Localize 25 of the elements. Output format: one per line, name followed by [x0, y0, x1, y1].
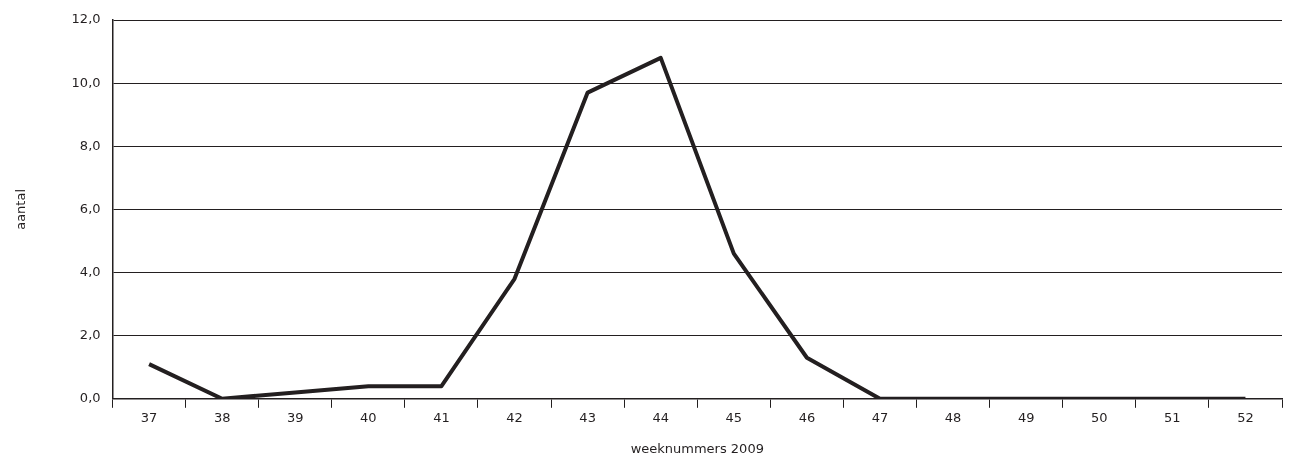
y-tick-label: 12,0	[71, 11, 101, 27]
x-tick-label: 45	[725, 409, 743, 425]
x-tick-label: 49	[1017, 409, 1035, 425]
x-axis-title: weeknummers 2009	[630, 440, 764, 456]
x-tick-label: 40	[360, 409, 377, 425]
x-tick-label: 38	[213, 409, 231, 425]
y-tick-label: 2,0	[79, 327, 101, 343]
x-tick-label: 51	[1164, 409, 1181, 425]
x-tick-label: 44	[652, 409, 669, 425]
x-tick-label: 50	[1091, 409, 1108, 425]
y-tick-label: 6,0	[79, 200, 101, 216]
x-tick-label: 46	[798, 409, 816, 425]
x-tick-label: 41	[433, 409, 450, 425]
x-tick-label: 37	[140, 409, 158, 425]
x-tick-label: 39	[287, 409, 304, 425]
y-tick-label: 10,0	[71, 74, 101, 90]
x-tick-label: 47	[871, 409, 889, 425]
x-tick-label: 42	[506, 409, 523, 425]
y-tick-label: 8,0	[79, 137, 101, 153]
x-tick-label: 52	[1237, 409, 1254, 425]
x-tick-label: 48	[944, 409, 962, 425]
y-tick-label: 4,0	[79, 263, 101, 279]
x-tick-label: 43	[579, 409, 596, 425]
y-tick-label: 0,0	[79, 390, 101, 406]
y-axis-title: aantal	[13, 188, 29, 230]
